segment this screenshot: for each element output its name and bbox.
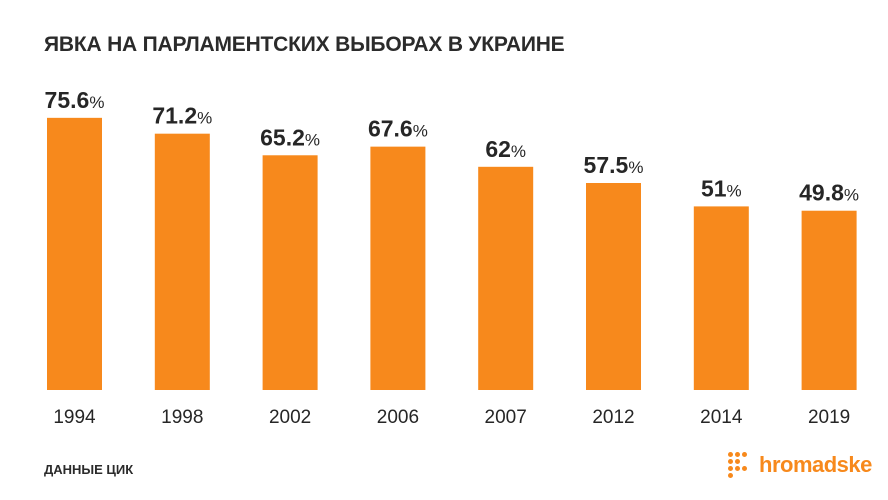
chart-title: ЯВКА НА ПАРЛАМЕНТСКИХ ВЫБОРАХ В УКРАИНЕ	[44, 33, 565, 56]
bars-group	[47, 117, 857, 390]
year-label-2019: 2019	[808, 407, 850, 428]
bar-2007	[478, 166, 534, 390]
value-label-1998: 71.2%	[152, 103, 212, 129]
year-label-1994: 1994	[53, 407, 96, 428]
brand-name: hromadske	[759, 452, 872, 477]
value-label-2019: 49.8%	[799, 180, 859, 206]
year-labels-group: 1994 1998 2002 2006 2007 2012 2014 2019	[53, 407, 850, 428]
brand-logo: hromadske	[728, 452, 872, 478]
value-label-2002: 65.2%	[260, 124, 320, 150]
bar-2006	[370, 146, 426, 390]
year-label-2014: 2014	[700, 407, 743, 428]
bar-2002	[262, 155, 318, 390]
year-label-2006: 2006	[377, 407, 419, 428]
value-label-2012: 57.5%	[584, 152, 644, 178]
year-label-2012: 2012	[592, 407, 634, 428]
value-label-2014: 51%	[701, 175, 742, 201]
bar-2019	[801, 210, 857, 390]
value-labels-group: 75.6% 71.2% 65.2% 67.6% 62% 57.5% 51% 49.8%	[45, 87, 859, 206]
brand-dots-icon	[728, 452, 754, 478]
value-label-2007: 62%	[485, 136, 526, 162]
year-label-2002: 2002	[269, 407, 311, 428]
bar-2012	[586, 183, 641, 390]
source-note: ДАННЫЕ ЦИК	[44, 462, 134, 477]
value-label-1994: 75.6%	[45, 87, 105, 113]
value-label-2006: 67.6%	[368, 116, 428, 142]
bar-1994	[47, 117, 102, 390]
bar-2014	[693, 206, 749, 390]
bar-1998	[154, 133, 210, 390]
year-label-2007: 2007	[485, 407, 527, 428]
year-label-1998: 1998	[161, 407, 203, 428]
